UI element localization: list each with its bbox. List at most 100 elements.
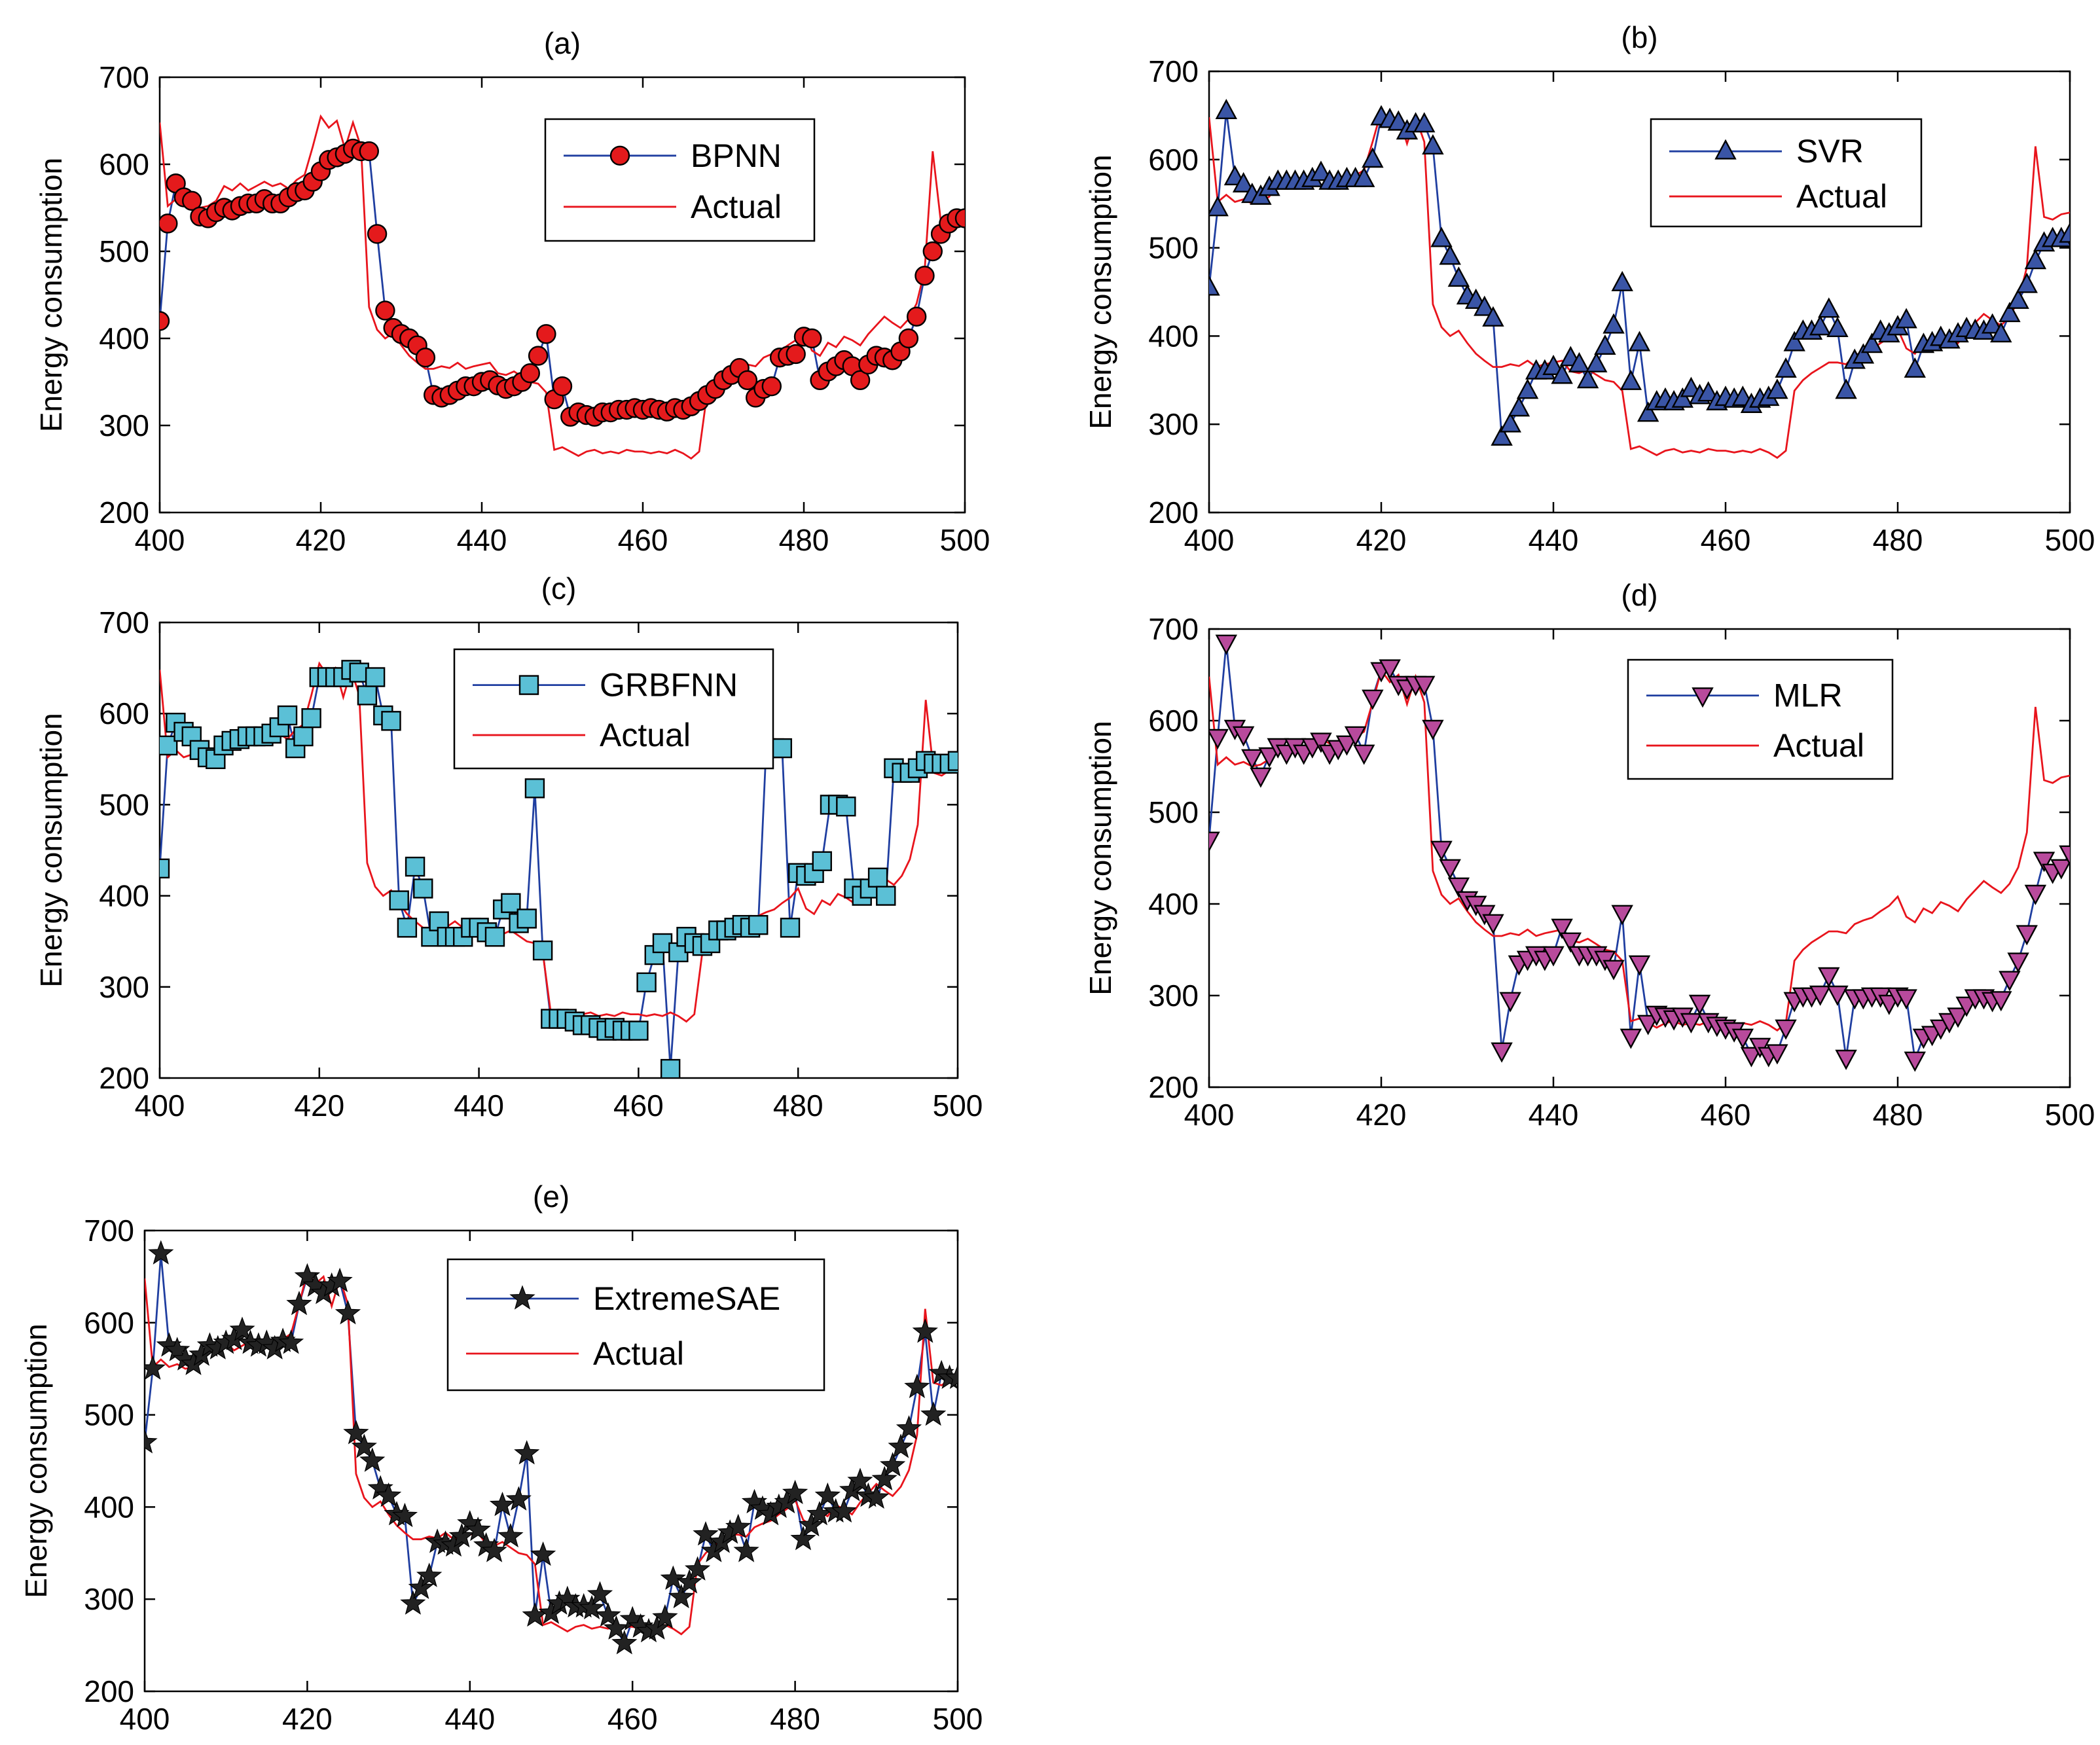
- data-point: [1809, 985, 1832, 1006]
- data-point: [1628, 955, 1651, 976]
- panel-label: (b): [1621, 20, 1657, 54]
- data-point: [413, 878, 433, 899]
- data-point: [579, 1594, 605, 1619]
- y-tick-label: 200: [99, 495, 149, 530]
- data-point: [1637, 1015, 1659, 1035]
- y-tick-label: 600: [1148, 143, 1199, 177]
- data-point: [643, 1615, 670, 1640]
- data-point: [831, 1498, 857, 1523]
- y-tick-label: 200: [84, 1674, 134, 1708]
- legend: BPNN Actual: [544, 118, 816, 242]
- data-point: [357, 685, 378, 706]
- data-point: [530, 1541, 556, 1566]
- data-point: [1602, 960, 1625, 980]
- data-point: [160, 858, 170, 879]
- data-point: [1422, 134, 1444, 154]
- x-tick-label: 440: [1529, 1098, 1579, 1132]
- y-tick-label: 600: [99, 147, 149, 181]
- data-point: [595, 1602, 621, 1627]
- data-point: [1818, 297, 1840, 318]
- x-tick-label: 460: [613, 1088, 664, 1123]
- data-point: [814, 1482, 841, 1507]
- data-point: [1671, 387, 1693, 408]
- data-point: [1482, 306, 1504, 327]
- data-point: [1387, 110, 1410, 131]
- data-point: [1542, 946, 1565, 967]
- data-point: [748, 914, 769, 935]
- data-point: [1258, 747, 1280, 768]
- data-point: [1731, 1028, 1754, 1049]
- data-point: [1232, 171, 1255, 192]
- data-point: [1362, 147, 1384, 168]
- plot-content: [145, 1240, 958, 1655]
- x-tick-label: 500: [940, 523, 990, 557]
- y-tick-label: 700: [1148, 612, 1199, 646]
- y-tick-label: 700: [84, 1214, 134, 1248]
- data-point: [660, 1058, 681, 1078]
- data-point: [2024, 884, 2047, 905]
- data-point: [145, 1355, 166, 1380]
- data-point: [880, 1452, 906, 1477]
- x-tick-label: 420: [1356, 1098, 1407, 1132]
- legend-marker: [1692, 687, 1714, 708]
- data-point: [160, 213, 178, 234]
- data-point: [1344, 726, 1367, 747]
- plot-content: [1209, 99, 2070, 459]
- legend-box: [1650, 118, 1923, 228]
- data-point: [343, 1420, 369, 1445]
- data-point: [1551, 363, 1573, 384]
- legend-label: Actual: [1796, 178, 1887, 215]
- legend-marker: [609, 145, 630, 166]
- y-tick-label: 200: [99, 1061, 149, 1095]
- data-point: [920, 1401, 947, 1426]
- data-point: [1413, 675, 1436, 696]
- data-point: [1990, 991, 2012, 1012]
- y-axis-label: Energy consumption: [34, 713, 68, 987]
- x-tick-label: 400: [120, 1702, 170, 1736]
- data-point: [514, 1440, 540, 1465]
- x-tick-label: 400: [1184, 1098, 1235, 1132]
- legend-marker: [518, 675, 539, 695]
- data-point: [1835, 378, 1857, 399]
- data-point: [1637, 401, 1659, 422]
- data-point: [1499, 412, 1521, 433]
- data-point: [1551, 918, 1573, 939]
- x-tick-label: 480: [1873, 523, 1923, 557]
- y-tick-label: 300: [1148, 979, 1199, 1013]
- data-point: [850, 370, 871, 391]
- y-tick-label: 400: [1148, 319, 1199, 353]
- data-point: [947, 751, 958, 771]
- data-point: [1826, 316, 1849, 338]
- x-tick-label: 400: [135, 1088, 185, 1123]
- legend-marker: [1714, 139, 1737, 160]
- x-tick-label: 500: [933, 1088, 983, 1123]
- panel-label: (d): [1621, 578, 1657, 612]
- data-point: [1491, 1042, 1513, 1063]
- y-tick-label: 400: [84, 1490, 134, 1524]
- data-point: [1999, 302, 2021, 323]
- y-tick-label: 200: [1148, 1070, 1199, 1104]
- y-tick-label: 600: [84, 1306, 134, 1340]
- data-point: [1818, 967, 1840, 988]
- data-point: [532, 940, 553, 961]
- data-point: [536, 324, 556, 344]
- legend-label: Actual: [600, 717, 691, 753]
- x-tick-label: 500: [933, 1702, 983, 1736]
- x-tick-label: 480: [770, 1702, 820, 1736]
- data-point: [836, 796, 856, 817]
- legend-label: MLR: [1773, 677, 1843, 714]
- data-point: [611, 1630, 638, 1655]
- data-point: [876, 886, 896, 906]
- data-point: [1990, 322, 2012, 343]
- data-point: [733, 1538, 759, 1562]
- y-tick-label: 700: [99, 60, 149, 94]
- legend: ExtremeSAE Actual: [446, 1258, 825, 1392]
- data-point: [693, 1520, 719, 1546]
- data-point: [1362, 689, 1384, 710]
- data-point: [498, 1522, 524, 1548]
- legend-box: [446, 1258, 825, 1392]
- y-tick-label: 500: [1148, 231, 1199, 265]
- legend-marker: [509, 1285, 535, 1310]
- data-point: [1447, 877, 1470, 898]
